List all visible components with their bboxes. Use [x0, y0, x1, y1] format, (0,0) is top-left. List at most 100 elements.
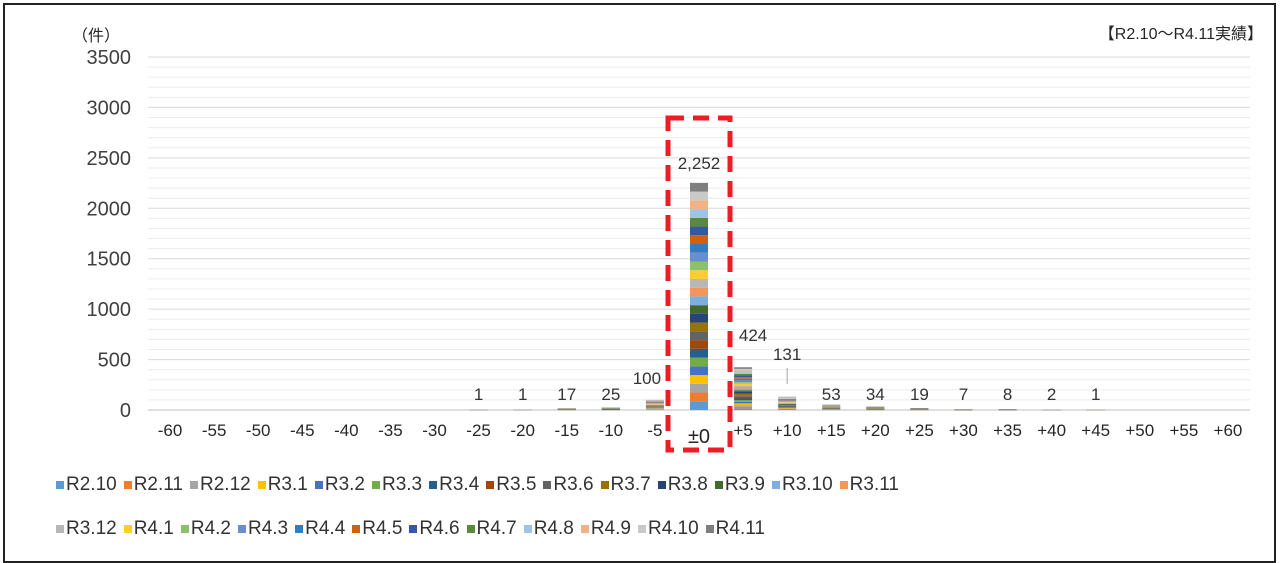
bar-segment [690, 401, 708, 410]
legend-item: R4.1 [124, 518, 174, 540]
total-data-label: 8 [1003, 385, 1012, 404]
bar-segment [690, 200, 708, 209]
legend-label: R3.11 [850, 474, 899, 496]
legend-item: R3.9 [715, 474, 765, 496]
legend-label: R3.2 [325, 474, 365, 496]
x-tick-label: ±0 [688, 426, 710, 448]
bar-segment [734, 387, 752, 389]
total-data-label: 7 [959, 385, 968, 404]
bar-segment [690, 331, 708, 340]
legend-item: R2.12 [190, 474, 251, 496]
legend-swatch [56, 481, 64, 489]
x-tick-label: +20 [861, 421, 890, 440]
total-data-label: 1 [1091, 385, 1100, 404]
legend-label: R4.5 [362, 518, 402, 540]
bar-segment [690, 340, 708, 349]
x-tick-label: -35 [378, 421, 403, 440]
legend-label: R4.4 [305, 518, 345, 540]
x-tick-label: -25 [466, 421, 491, 440]
y-tick-label: 3000 [87, 97, 132, 119]
legend-item: R4.10 [638, 518, 699, 540]
legend-swatch [429, 481, 437, 489]
legend-item: R3.10 [772, 474, 833, 496]
total-data-label: 19 [910, 385, 929, 404]
bar-segment [690, 192, 708, 201]
bar-segment [690, 393, 708, 402]
x-tick-label: -10 [599, 421, 624, 440]
total-data-label: 25 [601, 385, 620, 404]
x-tick-label: +55 [1169, 421, 1198, 440]
bar-segment [690, 261, 708, 270]
x-tick-label: -60 [158, 421, 183, 440]
bar-segment [778, 408, 796, 409]
bar-segment [778, 406, 796, 407]
legend-label: R4.3 [248, 518, 288, 540]
bar-segment [734, 392, 752, 394]
bar-segment [690, 244, 708, 253]
legend-swatch [258, 481, 266, 489]
legend-label: R2.11 [134, 474, 183, 496]
bar-segment [778, 408, 796, 409]
bar-segment [734, 367, 752, 369]
bar-segment [734, 369, 752, 371]
bar-segment [690, 183, 708, 192]
x-tick-label: -55 [202, 421, 227, 440]
legend-item: R3.5 [486, 474, 536, 496]
legend-label: R4.1 [134, 518, 174, 540]
legend-label: R3.1 [268, 474, 308, 496]
y-tick-label: 1500 [87, 249, 132, 271]
legend-swatch [124, 481, 132, 489]
legend-swatch [238, 525, 246, 533]
bar-segment [734, 400, 752, 402]
bar-segment [778, 405, 796, 406]
bar-segment [734, 377, 752, 379]
legend-item: R4.5 [352, 518, 402, 540]
bar-segment [690, 323, 708, 332]
legend-item: R3.7 [601, 474, 651, 496]
bar-segment [690, 209, 708, 218]
total-data-label: 34 [866, 385, 885, 404]
x-tick-label: +35 [993, 421, 1022, 440]
bar-segment [778, 403, 796, 404]
legend-swatch [467, 525, 475, 533]
x-tick-label: -50 [246, 421, 271, 440]
bar-segment [778, 404, 796, 405]
bar-segment [778, 399, 796, 400]
legend-swatch [840, 481, 848, 489]
total-data-label: 17 [557, 385, 576, 404]
bar-segment [690, 384, 708, 393]
bar-segment [778, 409, 796, 410]
bar-segment [734, 384, 752, 386]
bar-segment [690, 305, 708, 314]
legend-label: R4.10 [648, 518, 699, 540]
bar-segment [734, 408, 752, 410]
legend-label: R3.4 [439, 474, 479, 496]
legend-item: R3.8 [658, 474, 708, 496]
x-tick-label: -30 [422, 421, 447, 440]
bar-segment [778, 398, 796, 399]
x-tick-label: -20 [510, 421, 535, 440]
legend-row-1: R2.10 R2.11 R2.12 R3.1 R3.2 R3.3 R3.4 R3.5 R3.6 R… [56, 474, 1256, 496]
legend-item: R3.6 [543, 474, 593, 496]
bar-segment [690, 279, 708, 288]
bar-segment [734, 371, 752, 373]
legend-label: R3.3 [382, 474, 422, 496]
legend-swatch [581, 525, 589, 533]
bar-segment [778, 409, 796, 410]
legend-swatch [352, 525, 360, 533]
legend-swatch [524, 525, 532, 533]
bar-segment [734, 390, 752, 392]
total-data-label: 2,252 [678, 154, 721, 173]
bar-segment [690, 366, 708, 375]
bar-segment [690, 375, 708, 384]
legend-swatch [638, 525, 646, 533]
legend-item: R3.3 [372, 474, 422, 496]
legend-item: R2.10 [56, 474, 117, 496]
bar-segment [690, 235, 708, 244]
y-tick-label: 2000 [87, 198, 132, 220]
bar-segment [778, 398, 796, 399]
total-data-label: 1 [518, 385, 527, 404]
bar-segment [734, 407, 752, 409]
legend-swatch [706, 525, 714, 533]
